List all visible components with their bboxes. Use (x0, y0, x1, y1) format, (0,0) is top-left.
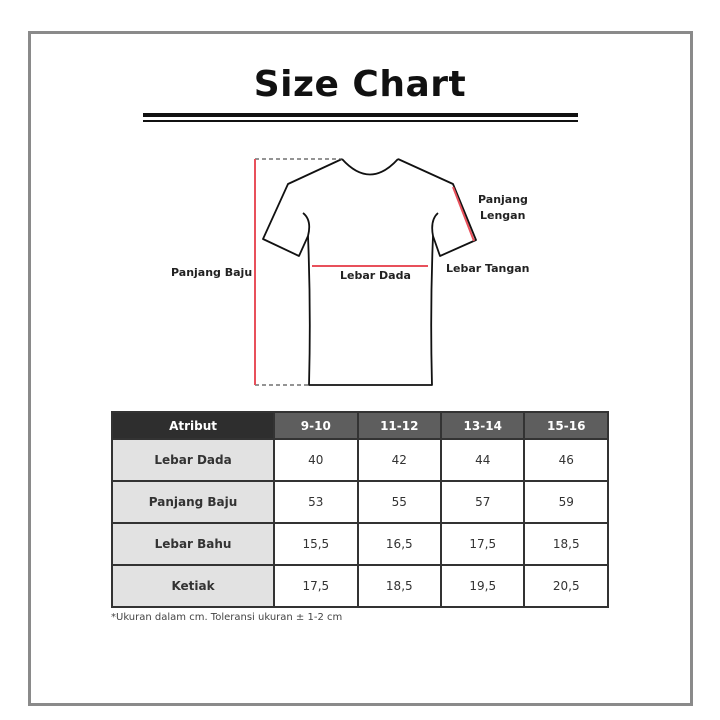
header-size: 11-12 (356, 411, 443, 440)
title-rule-thin (143, 120, 578, 122)
panjang-lengan-line (452, 186, 475, 242)
measure-lines (254, 159, 475, 385)
label-panjang-baju: Panjang Baju (171, 266, 253, 279)
cell-value: 59 (523, 480, 609, 524)
label-panjang-lengan-2: Lengan (480, 209, 526, 222)
page-frame (28, 31, 693, 706)
header-size: 13-14 (440, 411, 526, 440)
label-panjang-lengan-1: Panjang (478, 193, 528, 206)
size-table: Atribut 9-10 11-12 13-14 15-16 Lebar Dad… (110, 411, 609, 608)
table-row: Ketiak 17,5 18,5 19,5 20,5 (110, 564, 609, 608)
cell-value: 17,5 (440, 522, 526, 566)
table-header-row: Atribut 9-10 11-12 13-14 15-16 (110, 411, 609, 440)
label-lebar-dada: Lebar Dada (340, 269, 411, 282)
header-size: 15-16 (523, 411, 609, 440)
guide-dashes (255, 158, 342, 386)
cell-value: 19,5 (440, 564, 526, 608)
size-note: *Ukuran dalam cm. Toleransi ukuran ± 1-2… (111, 612, 343, 623)
cell-value: 20,5 (523, 564, 609, 608)
row-attribute: Lebar Bahu (110, 522, 276, 566)
row-attribute: Panjang Baju (110, 480, 276, 524)
page-title: Size Chart (253, 64, 467, 105)
cell-value: 16,5 (356, 522, 443, 566)
cell-value: 18,5 (356, 564, 443, 608)
row-attribute: Lebar Dada (110, 438, 276, 482)
cell-value: 46 (523, 438, 609, 482)
cell-value: 57 (440, 480, 526, 524)
cell-value: 55 (356, 480, 443, 524)
cell-value: 42 (356, 438, 443, 482)
header-size: 9-10 (273, 411, 359, 440)
cell-value: 15,5 (273, 522, 359, 566)
title-rule-thick (143, 113, 578, 117)
row-attribute: Ketiak (110, 564, 276, 608)
table-row: Panjang Baju 53 55 57 59 (110, 480, 609, 524)
cell-value: 17,5 (273, 564, 359, 608)
table-row: Lebar Bahu 15,5 16,5 17,5 18,5 (110, 522, 609, 566)
label-lebar-tangan: Lebar Tangan (446, 262, 530, 275)
header-atribut: Atribut (110, 411, 276, 440)
cell-value: 53 (273, 480, 359, 524)
cell-value: 44 (440, 438, 526, 482)
table-row: Lebar Dada 40 42 44 46 (110, 438, 609, 482)
cell-value: 18,5 (523, 522, 609, 566)
cell-value: 40 (273, 438, 359, 482)
tshirt-outline (262, 158, 477, 386)
